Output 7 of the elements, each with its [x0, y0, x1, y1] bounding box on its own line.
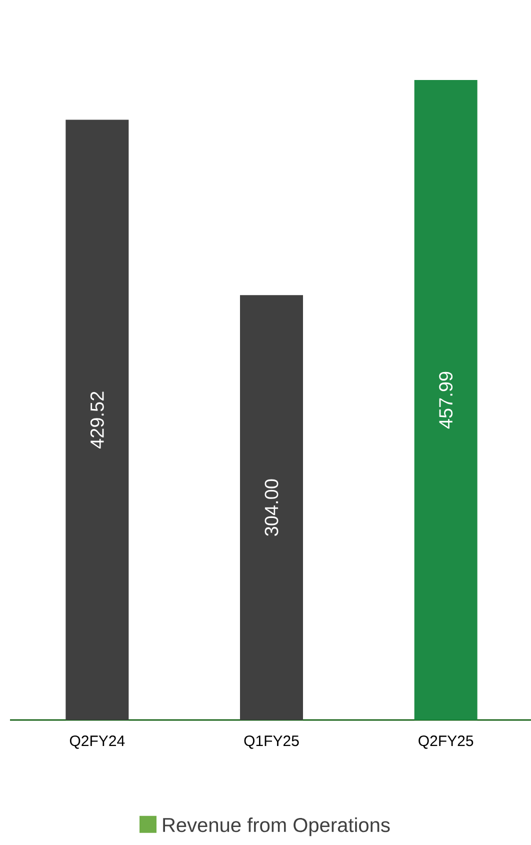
data-label: 457.99	[439, 372, 453, 429]
x-tick-label: Q2FY24	[70, 736, 125, 749]
data-label: 304.00	[264, 479, 278, 536]
data-label: 429.52	[90, 392, 104, 449]
text: Revenue from Operations	[163, 817, 390, 836]
x-tick-label: Q2FY25	[418, 736, 474, 749]
x-tick-label: Q1FY25	[244, 736, 299, 749]
